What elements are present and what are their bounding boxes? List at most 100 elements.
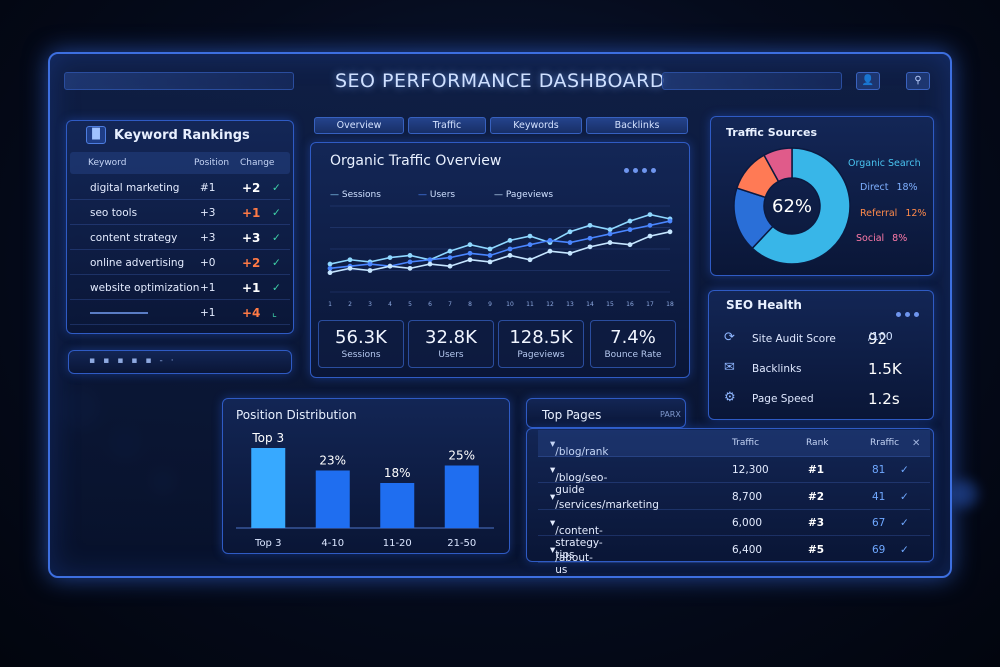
top-page-row[interactable]: ▾ /blog/seo-guide 12,300 #1 81 ✓ <box>538 456 930 496</box>
keyword-row[interactable]: content strategy +3 +3 ✓ <box>70 226 290 250</box>
data-point[interactable] <box>647 222 653 228</box>
seo-health-value-number: 92 <box>868 330 888 348</box>
data-point[interactable] <box>527 233 533 239</box>
data-point[interactable] <box>487 253 493 258</box>
page-score: 41 <box>872 490 886 503</box>
data-point[interactable] <box>407 265 413 271</box>
user-icon[interactable]: 👤 <box>856 72 880 90</box>
data-point[interactable] <box>407 253 413 258</box>
seo-health-value-number: 1.5K <box>868 360 902 378</box>
page-traffic: 6,000 <box>732 517 763 529</box>
seo-health-options-icon[interactable] <box>896 302 923 321</box>
data-point[interactable] <box>627 218 633 224</box>
legend-pct: 8% <box>892 233 908 244</box>
top-page-row[interactable]: ▾ /about-us 6,400 #5 69 ✓ <box>538 536 930 576</box>
data-point[interactable] <box>347 257 353 263</box>
page-rank: #2 <box>808 490 825 503</box>
keyword-row[interactable]: seo tools +3 +1 ✓ <box>70 201 290 225</box>
data-point[interactable] <box>367 261 373 267</box>
data-point[interactable] <box>327 270 333 276</box>
page-path-text: /about-us <box>555 551 593 576</box>
distribution-bar[interactable] <box>444 465 479 529</box>
data-point[interactable] <box>507 238 513 243</box>
data-point[interactable] <box>467 242 473 248</box>
top-page-row[interactable]: ▾ /services/marketing 8,700 #2 41 ✓ <box>538 483 930 511</box>
data-point[interactable] <box>427 261 433 267</box>
distribution-bar[interactable] <box>315 470 350 529</box>
tab-keywords[interactable]: Keywords <box>490 117 582 134</box>
keyword-row[interactable]: online advertising +0 +2 ✓ <box>70 251 290 275</box>
data-point[interactable] <box>447 255 453 260</box>
keyword-position: #1 <box>200 182 216 194</box>
search-input[interactable] <box>662 72 842 90</box>
bar-value-label: 18% <box>384 466 411 480</box>
tab-overview[interactable]: Overview <box>314 117 404 134</box>
donut-slice-social[interactable] <box>763 147 793 183</box>
legend-sessions-label: Sessions <box>341 190 381 200</box>
data-point[interactable] <box>347 265 353 271</box>
data-point[interactable] <box>587 222 593 228</box>
stat-bounce-rate-value: 7.4% <box>610 327 656 348</box>
data-point[interactable] <box>387 255 393 260</box>
data-point[interactable] <box>627 242 633 248</box>
data-point[interactable] <box>587 235 593 241</box>
keyword-text: digital marketing <box>90 182 180 194</box>
stat-users-value: 32.8K <box>425 327 477 348</box>
data-point[interactable] <box>447 263 453 269</box>
tab-backlinks[interactable]: Backlinks <box>586 117 688 134</box>
data-point[interactable] <box>327 265 333 271</box>
stat-bounce-rate: 7.4% Bounce Rate <box>590 320 676 368</box>
data-point[interactable] <box>407 259 413 265</box>
data-point[interactable] <box>567 250 573 256</box>
distribution-bar[interactable] <box>380 483 415 528</box>
data-point[interactable] <box>527 242 533 248</box>
stat-pageviews: 128.5K Pageviews <box>498 320 584 368</box>
header-rank: Rank <box>806 438 829 448</box>
distribution-bar[interactable] <box>251 448 286 528</box>
data-point[interactable] <box>387 263 393 269</box>
data-point[interactable] <box>607 231 613 237</box>
keyword-row[interactable]: website optimization +1 +1 ✓ <box>70 276 290 300</box>
data-point[interactable] <box>547 238 553 243</box>
data-point[interactable] <box>627 227 633 233</box>
data-point[interactable] <box>647 233 653 239</box>
more-options-icon[interactable] <box>624 158 660 177</box>
data-point[interactable] <box>547 248 553 254</box>
data-point[interactable] <box>647 212 653 217</box>
keyword-row[interactable]: digital marketing #1 +2 ✓ <box>70 176 290 200</box>
data-point[interactable] <box>567 229 573 235</box>
close-icon[interactable]: ✕ <box>912 438 921 449</box>
data-point[interactable] <box>607 240 613 245</box>
data-point[interactable] <box>587 244 593 250</box>
data-point[interactable] <box>367 268 373 273</box>
seo-health-row: ⟳ Site Audit Score 92/100 <box>720 326 926 354</box>
data-point[interactable] <box>607 227 613 233</box>
data-point[interactable] <box>427 257 433 263</box>
donut-slice-organic-search[interactable] <box>751 147 851 265</box>
search-icon[interactable]: ⚲ <box>906 72 930 90</box>
data-point[interactable] <box>327 261 333 267</box>
data-point[interactable] <box>447 248 453 254</box>
data-point[interactable] <box>507 246 513 252</box>
top-pages-filter[interactable]: PARX <box>660 410 681 419</box>
data-point[interactable] <box>467 257 473 263</box>
tab-traffic[interactable]: Traffic <box>408 117 486 134</box>
x-tick-label: 3 <box>368 301 372 308</box>
data-point[interactable] <box>487 259 493 265</box>
keyword-pager[interactable]: ▪▪▪▪▪-· <box>68 350 292 374</box>
data-point[interactable] <box>527 257 533 263</box>
data-point[interactable] <box>667 229 673 235</box>
keyword-row[interactable]: +1 +4 ⌞ <box>70 301 290 325</box>
data-point[interactable] <box>467 250 473 256</box>
check-icon: ✓ <box>272 182 281 194</box>
bar-category-label: 21-50 <box>447 538 476 549</box>
data-point[interactable] <box>667 218 673 224</box>
data-point[interactable] <box>567 240 573 245</box>
x-tick-label: 14 <box>586 301 594 308</box>
top-page-row[interactable]: ▾ /content-strategy-tips 6,000 #3 67 ✓ <box>538 509 930 561</box>
page-path: ▾ /about-us <box>550 543 593 576</box>
data-point[interactable] <box>487 246 493 252</box>
page-traffic: 8,700 <box>732 490 763 503</box>
data-point[interactable] <box>507 253 513 258</box>
keyword-change: +2 <box>242 256 261 270</box>
